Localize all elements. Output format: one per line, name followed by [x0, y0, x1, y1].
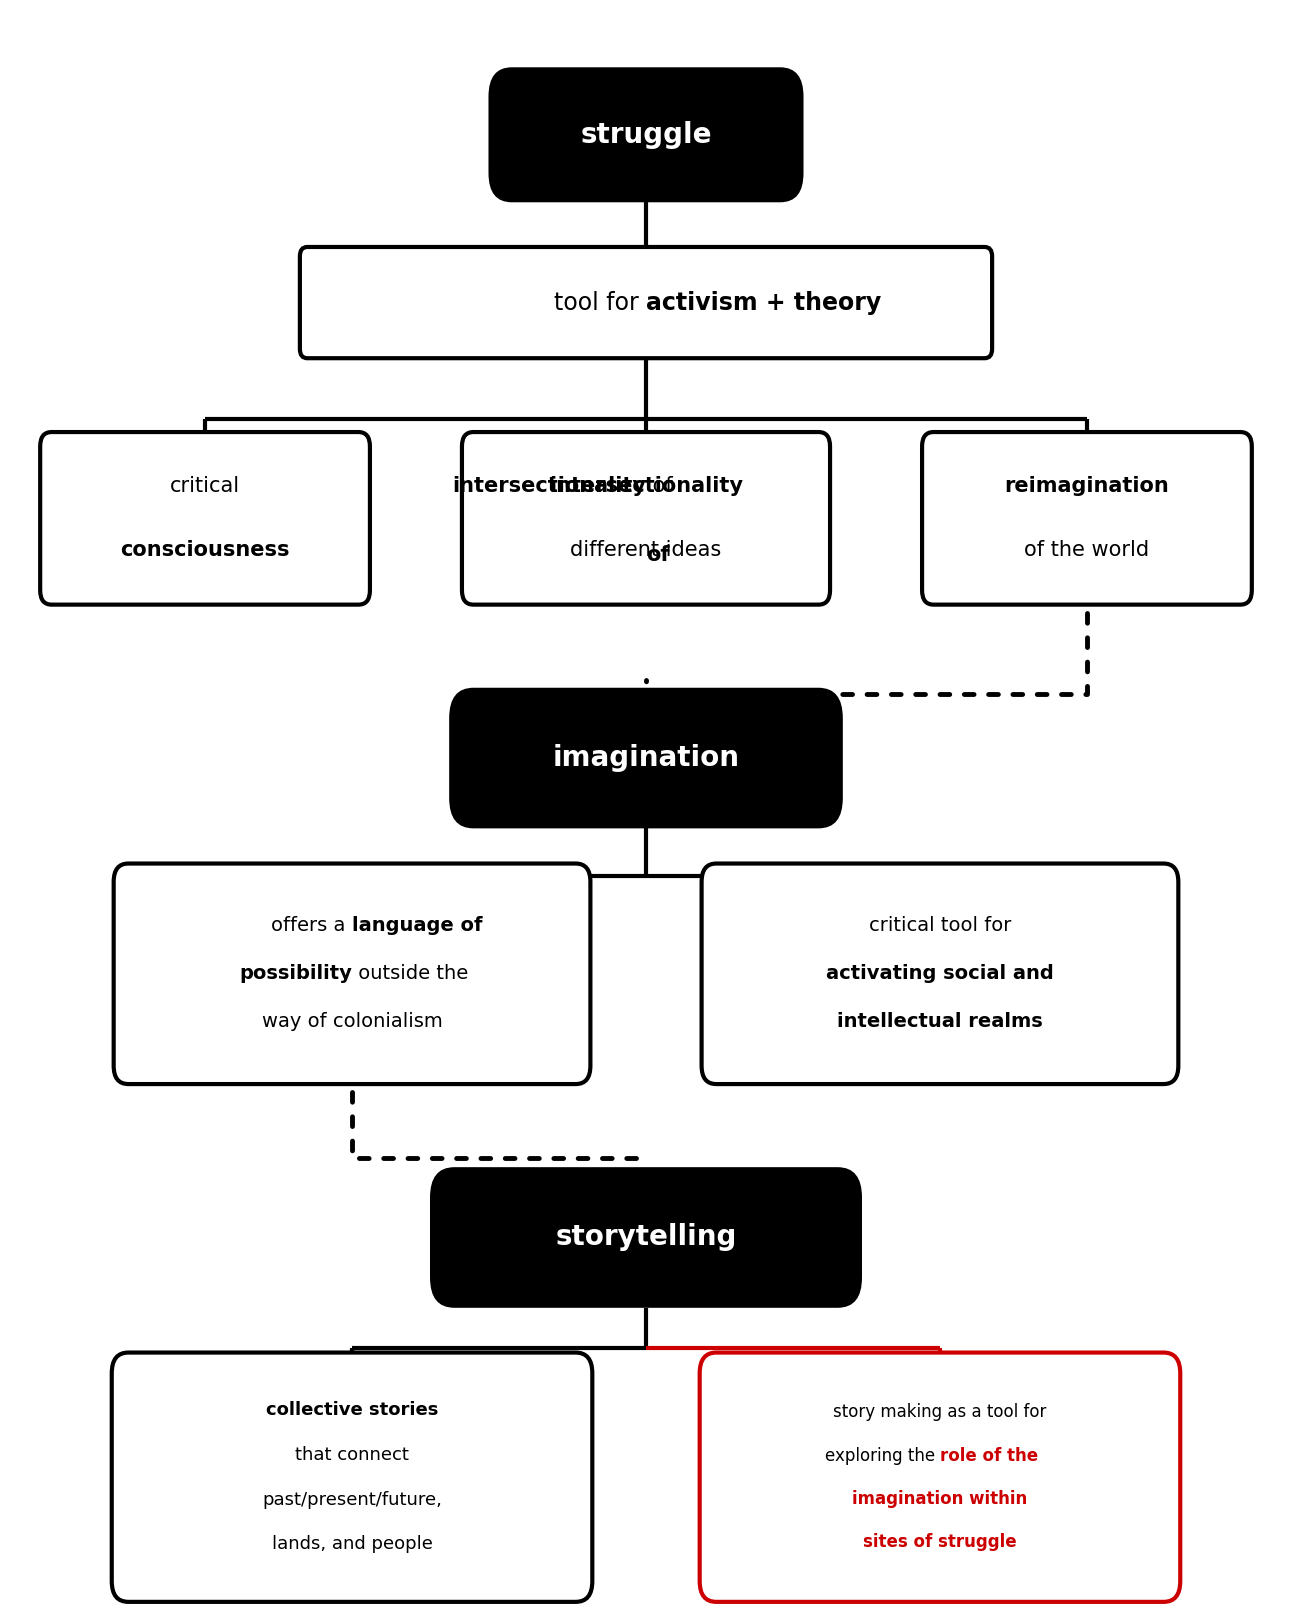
FancyBboxPatch shape — [40, 432, 370, 604]
Text: intersectionality: intersectionality — [549, 477, 743, 496]
Text: different ideas: different ideas — [570, 540, 722, 561]
Text: outside the: outside the — [351, 964, 468, 983]
Text: of the world: of the world — [1025, 540, 1150, 561]
FancyBboxPatch shape — [700, 1352, 1181, 1602]
Text: activism + theory: activism + theory — [646, 290, 881, 314]
Text: critical tool for: critical tool for — [868, 916, 1012, 935]
Text: role of the: role of the — [941, 1446, 1037, 1465]
FancyBboxPatch shape — [430, 1167, 862, 1307]
FancyBboxPatch shape — [922, 432, 1252, 604]
Text: that connect: that connect — [295, 1446, 410, 1464]
Text: imagination: imagination — [553, 745, 739, 772]
FancyBboxPatch shape — [488, 68, 804, 202]
Text: story making as a tool for: story making as a tool for — [833, 1404, 1047, 1422]
Text: storytelling: storytelling — [556, 1224, 736, 1251]
Text: exploring the: exploring the — [824, 1446, 941, 1465]
FancyBboxPatch shape — [463, 432, 829, 604]
Text: language of: language of — [351, 916, 482, 935]
Text: critical: critical — [171, 477, 240, 496]
Text: sites of struggle: sites of struggle — [863, 1533, 1017, 1551]
FancyBboxPatch shape — [111, 1352, 592, 1602]
Text: imagination within: imagination within — [853, 1489, 1027, 1507]
Text: reimagination: reimagination — [1005, 477, 1169, 496]
Text: intellectual realms: intellectual realms — [837, 1012, 1043, 1032]
FancyBboxPatch shape — [300, 247, 992, 358]
Text: collective stories: collective stories — [266, 1401, 438, 1419]
Text: intersectionality: intersectionality — [452, 477, 646, 496]
Text: possibility: possibility — [239, 964, 351, 983]
Text: of: of — [646, 477, 673, 496]
Text: tool for: tool for — [554, 290, 646, 314]
Text: past/present/future,: past/present/future, — [262, 1491, 442, 1509]
Text: way of colonialism: way of colonialism — [262, 1012, 442, 1032]
Text: consciousness: consciousness — [120, 540, 289, 561]
Text: activating social and: activating social and — [826, 964, 1054, 983]
FancyBboxPatch shape — [114, 864, 590, 1085]
Text: offers a: offers a — [271, 916, 351, 935]
Text: of: of — [646, 545, 669, 566]
Text: struggle: struggle — [580, 121, 712, 148]
FancyBboxPatch shape — [702, 864, 1178, 1085]
Text: lands, and people: lands, and people — [271, 1535, 433, 1554]
FancyBboxPatch shape — [450, 688, 842, 829]
